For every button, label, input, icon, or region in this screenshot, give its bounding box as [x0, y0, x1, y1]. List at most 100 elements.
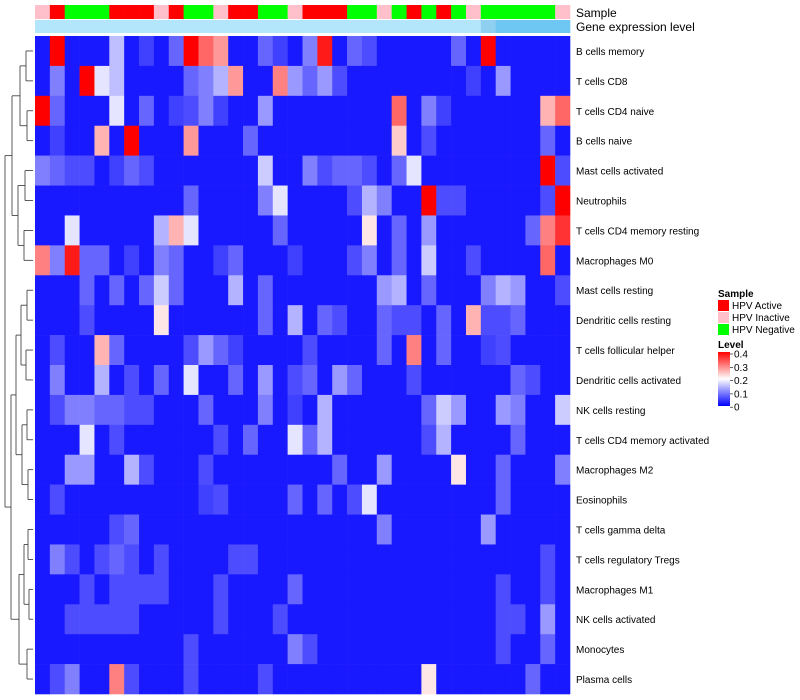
sample-annotation-cell — [465, 5, 482, 19]
heatmap-cell — [525, 574, 541, 605]
heatmap-cell — [49, 544, 66, 575]
heatmap-cell — [153, 365, 170, 396]
heatmap-cell — [317, 424, 333, 456]
heatmap-cell — [94, 454, 110, 485]
heatmap-cell — [436, 454, 452, 485]
heatmap-cell — [139, 604, 155, 635]
heatmap-cell — [391, 275, 407, 306]
heatmap-cell — [555, 634, 571, 665]
heatmap-cell — [555, 424, 571, 456]
heatmap-cell — [451, 155, 467, 186]
heatmap-cell — [495, 424, 511, 456]
heatmap-cell — [243, 125, 259, 156]
heatmap-cell — [451, 514, 467, 545]
heatmap-cell — [421, 365, 437, 396]
heatmap-cell — [495, 514, 511, 545]
heatmap-cell — [124, 604, 140, 635]
heatmap-cell — [257, 125, 274, 156]
heatmap-cell — [540, 335, 556, 366]
heatmap-cell — [213, 544, 229, 575]
heatmap-cell — [153, 514, 170, 545]
heatmap-cell — [525, 634, 541, 665]
heatmap-cell — [35, 424, 51, 456]
heatmap-cell — [272, 275, 288, 306]
heatmap-cell — [451, 544, 467, 575]
expression-annotation-cell — [109, 20, 125, 33]
heatmap-cell — [421, 305, 437, 336]
expression-annotation-cell — [228, 20, 244, 33]
heatmap-cell — [302, 394, 318, 426]
heatmap-cell — [35, 155, 51, 186]
heatmap-cell — [198, 454, 214, 485]
heatmap-cell — [525, 185, 541, 216]
heatmap-cell — [465, 424, 482, 456]
heatmap-cell — [139, 514, 155, 545]
row-label: NK cells resting — [576, 406, 645, 417]
heatmap-cell — [213, 365, 229, 396]
heatmap-cell — [153, 634, 170, 665]
heatmap-cell — [555, 514, 571, 545]
heatmap-cell — [480, 664, 496, 695]
heatmap-cell — [302, 36, 318, 67]
heatmap-cell — [64, 36, 80, 67]
heatmap-cell — [525, 305, 541, 336]
heatmap-cell — [302, 544, 318, 575]
heatmap-cell — [480, 155, 496, 186]
heatmap-cell — [228, 155, 244, 186]
heatmap-cell — [109, 634, 125, 665]
heatmap-cell — [347, 275, 363, 306]
heatmap-cell — [183, 36, 199, 67]
heatmap-cell — [228, 95, 244, 127]
heatmap-cell — [49, 484, 66, 515]
heatmap-cell — [495, 484, 511, 515]
heatmap-cell — [183, 484, 199, 515]
heatmap-cell — [436, 95, 452, 127]
sample-annotation-cell — [198, 5, 214, 19]
heatmap-cell — [64, 245, 80, 276]
sample-annotation-cell — [540, 5, 556, 19]
heatmap-cell — [451, 365, 467, 396]
heatmap-cell — [317, 365, 333, 396]
heatmap-cell — [510, 275, 526, 306]
heatmap-cell — [361, 514, 378, 545]
heatmap-cell — [406, 604, 422, 635]
heatmap-cell — [272, 514, 288, 545]
heatmap-cell — [79, 544, 95, 575]
sample-annotation-cell — [391, 5, 407, 19]
heatmap-cell — [287, 514, 303, 545]
heatmap-cell — [406, 275, 422, 306]
heatmap-cell — [168, 424, 184, 456]
heatmap-cell — [213, 155, 229, 186]
heatmap-cell — [406, 664, 422, 695]
heatmap-cell — [465, 155, 482, 186]
heatmap-cell — [79, 275, 95, 306]
heatmap-cell — [421, 155, 437, 186]
heatmap-cell — [257, 574, 274, 605]
heatmap-cell — [391, 454, 407, 485]
heatmap-cell — [198, 335, 214, 366]
heatmap-cell — [49, 275, 66, 306]
heatmap-cell — [317, 394, 333, 426]
row-label: Mast cells resting — [576, 286, 653, 297]
row-label: T cells CD4 naive — [576, 107, 655, 118]
expression-annotation-cell — [213, 20, 229, 33]
heatmap-cell — [555, 365, 571, 396]
row-label: T cells CD4 memory activated — [576, 436, 709, 447]
row-labels: B cells memory T cells CD8 T cells CD4 nai… — [576, 47, 709, 686]
heatmap-cell — [183, 185, 199, 216]
heatmap-cell — [94, 305, 110, 336]
heatmap-cell — [480, 275, 496, 306]
heatmap-cell — [183, 215, 199, 246]
heatmap-cell — [347, 514, 363, 545]
heatmap-cell — [555, 215, 571, 246]
heatmap-cell — [510, 664, 526, 695]
heatmap-cell — [361, 155, 378, 186]
sample-annotation-cell — [183, 5, 199, 19]
heatmap-cell — [257, 514, 274, 545]
heatmap-cell — [347, 215, 363, 246]
heatmap-cell — [465, 215, 482, 246]
heatmap-cell — [124, 335, 140, 366]
heatmap-cell — [64, 185, 80, 216]
heatmap-cell — [213, 604, 229, 635]
